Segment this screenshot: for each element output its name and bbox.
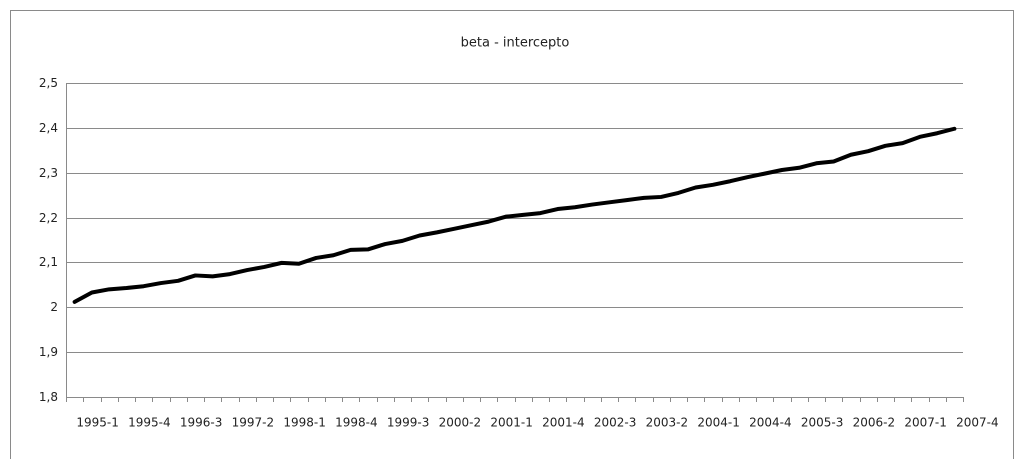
x-tick-label: 2003-2 xyxy=(646,416,689,430)
x-tick-label: 2006-2 xyxy=(853,416,896,430)
y-tick-label: 2 xyxy=(50,300,58,314)
y-tick-label: 1,8 xyxy=(39,390,58,404)
series-line xyxy=(72,126,957,304)
chart-border xyxy=(10,10,1014,459)
x-tick-label: 1998-4 xyxy=(335,416,378,430)
y-tick-label: 1,9 xyxy=(39,345,58,359)
x-tick-label: 2004-4 xyxy=(749,416,792,430)
x-tick-label: 2002-3 xyxy=(594,416,637,430)
y-tick-label: 2,3 xyxy=(39,166,58,180)
x-tick-label: 1998-1 xyxy=(283,416,326,430)
x-tick-label: 2007-4 xyxy=(956,416,999,430)
x-tick-label: 2000-2 xyxy=(439,416,482,430)
y-tick-label: 2,4 xyxy=(39,121,58,135)
x-tick-label: 1997-2 xyxy=(232,416,275,430)
x-tick-label: 2004-1 xyxy=(697,416,740,430)
x-tick-label: 2001-4 xyxy=(542,416,585,430)
y-tick-label: 2,2 xyxy=(39,211,58,225)
x-tick-label: 1996-3 xyxy=(180,416,223,430)
x-tick-label: 1995-4 xyxy=(128,416,171,430)
chart-title: beta - intercepto xyxy=(461,36,570,51)
x-tick-label: 2001-1 xyxy=(490,416,533,430)
x-tick-label: 1999-3 xyxy=(387,416,430,430)
y-tick-label: 2,5 xyxy=(39,76,58,90)
y-tick-label: 2,1 xyxy=(39,255,58,269)
x-tick-label: 2005-3 xyxy=(801,416,844,430)
x-tick-label: 2007-1 xyxy=(904,416,947,430)
x-tick-label: 1995-1 xyxy=(76,416,119,430)
